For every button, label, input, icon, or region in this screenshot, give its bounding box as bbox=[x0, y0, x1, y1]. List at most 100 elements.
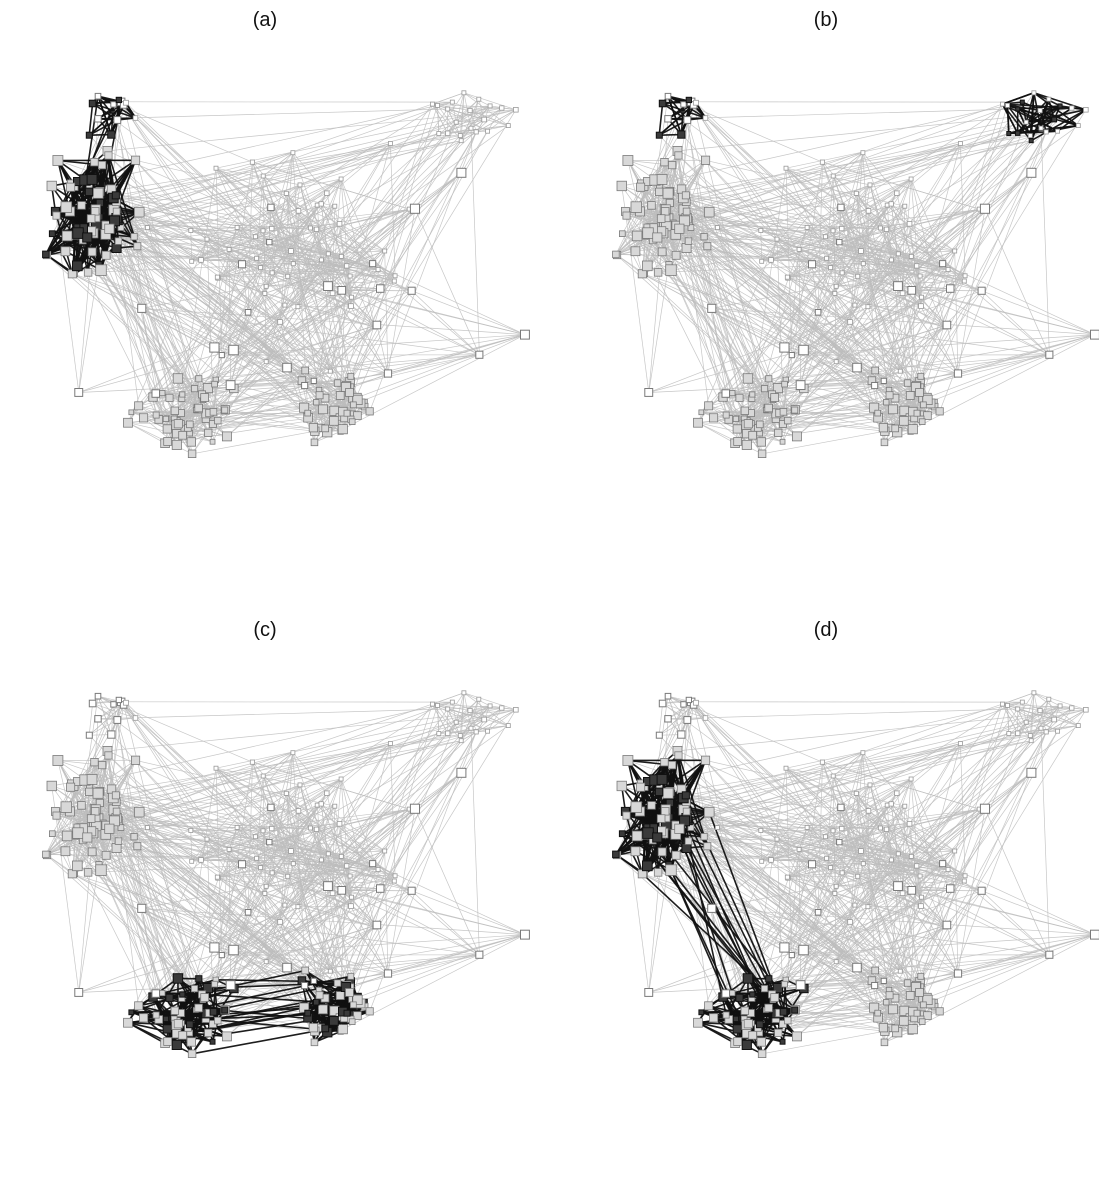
panel-a-nodes bbox=[42, 90, 530, 458]
network-node bbox=[260, 828, 266, 834]
network-node bbox=[42, 850, 50, 859]
network-node bbox=[407, 286, 416, 295]
background-edge bbox=[51, 785, 191, 831]
network-node bbox=[347, 372, 355, 380]
background-edge bbox=[791, 334, 1096, 356]
background-edge bbox=[252, 161, 410, 210]
network-node bbox=[138, 1013, 149, 1023]
network-node bbox=[304, 409, 311, 417]
network-node bbox=[132, 715, 139, 721]
background-edge bbox=[118, 241, 157, 416]
network-node bbox=[961, 278, 967, 284]
highlight-node bbox=[48, 230, 56, 238]
network-node bbox=[202, 383, 213, 394]
network-node bbox=[636, 182, 646, 192]
network-node bbox=[999, 101, 1005, 107]
network-node bbox=[46, 780, 57, 792]
network-node bbox=[288, 248, 294, 254]
network-node bbox=[329, 416, 339, 426]
background-edge bbox=[147, 227, 202, 261]
network-node bbox=[839, 270, 845, 276]
network-node bbox=[796, 247, 802, 252]
highlight-node bbox=[1028, 138, 1034, 144]
panel-a-background-edges bbox=[45, 92, 526, 455]
network-node bbox=[214, 1016, 222, 1025]
network-node bbox=[372, 320, 382, 330]
background-edge bbox=[695, 102, 840, 243]
network-node bbox=[779, 438, 786, 445]
network-node bbox=[269, 225, 275, 232]
highlight-node bbox=[1051, 116, 1057, 123]
background-edge bbox=[760, 227, 808, 231]
background-edge bbox=[954, 250, 959, 374]
network-node bbox=[899, 290, 906, 296]
background-edge bbox=[228, 227, 238, 250]
network-node bbox=[262, 890, 268, 896]
background-edge bbox=[97, 708, 448, 720]
background-edge bbox=[832, 152, 864, 177]
network-node bbox=[313, 399, 320, 406]
highlight-node bbox=[1019, 99, 1025, 105]
background-edge bbox=[414, 808, 480, 955]
network-node bbox=[612, 250, 620, 259]
background-edge bbox=[916, 92, 1035, 267]
background-edge bbox=[215, 107, 502, 169]
network-node bbox=[788, 352, 795, 359]
background-edge bbox=[787, 420, 885, 432]
highlight-edge bbox=[1001, 103, 1019, 134]
network-node bbox=[133, 842, 142, 851]
background-edge bbox=[271, 143, 391, 229]
background-edge bbox=[648, 104, 694, 393]
background-edge bbox=[90, 718, 99, 819]
network-node bbox=[791, 406, 799, 414]
network-node bbox=[88, 699, 97, 708]
network-node bbox=[195, 375, 203, 383]
background-edge bbox=[141, 207, 272, 309]
background-edge bbox=[169, 397, 328, 433]
network-node bbox=[962, 273, 968, 279]
network-node bbox=[918, 418, 926, 425]
background-edge bbox=[141, 308, 215, 348]
background-edge bbox=[65, 850, 102, 871]
background-edge bbox=[825, 184, 871, 237]
highlight-edge bbox=[1033, 92, 1087, 111]
network-node bbox=[473, 129, 479, 135]
network-node bbox=[919, 401, 927, 409]
highlight-node bbox=[162, 1024, 172, 1034]
network-node bbox=[347, 972, 355, 980]
network-node bbox=[681, 191, 690, 200]
network-node bbox=[204, 1028, 213, 1038]
network-node bbox=[783, 165, 789, 171]
network-node bbox=[449, 99, 455, 105]
network-node bbox=[382, 248, 388, 254]
network-node bbox=[880, 438, 889, 447]
network-node bbox=[112, 207, 121, 216]
network-node bbox=[1069, 105, 1075, 111]
background-edge bbox=[236, 178, 342, 228]
background-edge bbox=[155, 324, 378, 394]
network-node bbox=[664, 115, 672, 123]
network-node bbox=[61, 830, 73, 842]
network-node bbox=[365, 407, 374, 416]
network-node bbox=[631, 230, 643, 242]
highlight-node bbox=[685, 96, 692, 104]
network-node bbox=[163, 437, 172, 446]
network-node bbox=[907, 286, 917, 295]
highlight-edge bbox=[51, 233, 100, 266]
network-node bbox=[860, 261, 866, 267]
network-node bbox=[258, 865, 264, 871]
background-edge bbox=[141, 308, 526, 335]
network-node bbox=[188, 228, 194, 233]
panel-a-label: (a) bbox=[253, 9, 277, 31]
network-node bbox=[674, 223, 685, 234]
background-edge bbox=[725, 367, 858, 394]
highlight-edge bbox=[1017, 108, 1079, 127]
network-node bbox=[977, 286, 986, 295]
network-node bbox=[1075, 123, 1081, 128]
background-edge bbox=[77, 704, 114, 782]
background-edge bbox=[217, 863, 294, 878]
background-edge bbox=[784, 172, 1032, 348]
network-node bbox=[214, 416, 222, 425]
network-node bbox=[760, 385, 769, 393]
highlight-node bbox=[172, 973, 184, 984]
